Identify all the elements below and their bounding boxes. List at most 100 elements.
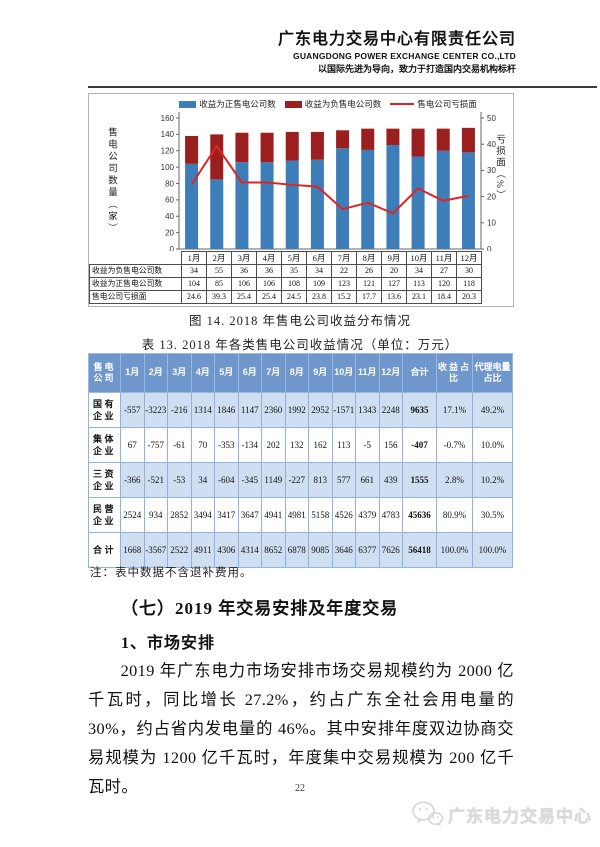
bar-positive-2月: [210, 179, 224, 249]
table-cell: 34: [190, 462, 215, 498]
table-row: 合计 1668 -3567 2522 4911 4306 4314 8652 6878 9085 3…: [88, 532, 513, 568]
footer-brand-label: 广东电力交易中心: [448, 806, 592, 826]
company-slogan: 以国际先进为导向，致力于打造国内交易机构标杆: [317, 64, 516, 75]
mini-table-cell: 121: [356, 277, 382, 291]
company-name-cn: 广东电力交易中心有限责任公司: [277, 31, 516, 48]
mini-table-cell: 106: [231, 277, 257, 291]
table-note: 注：表中数据不含退补费用。: [90, 567, 253, 579]
legend-label-positive: 收益为正售电公司数: [199, 99, 276, 109]
mini-table-month: 2月: [206, 251, 232, 265]
table-header-cell: 11月: [355, 353, 380, 393]
mini-table-cell: 36: [256, 264, 282, 278]
bar-negative-6月: [310, 131, 324, 160]
footer-brand: 广东电力交易中心: [411, 800, 592, 828]
table-header-cell: 1月: [120, 353, 145, 393]
mini-table-month: 9月: [381, 251, 407, 265]
table-cell: 2952: [308, 392, 333, 428]
mini-table-cell: 23.1: [406, 290, 432, 304]
table-cell: 7626: [378, 532, 403, 568]
table-cell: 6377: [355, 532, 380, 568]
table-cell: -5: [355, 427, 380, 463]
table-cell: 4941: [261, 497, 286, 533]
table-cell: 56418: [402, 532, 437, 568]
mini-table-month: 5月: [281, 251, 307, 265]
mini-table-cell: 24.6: [181, 290, 207, 304]
table-cell: -0.7%: [436, 427, 473, 463]
table-cell: -134: [237, 427, 262, 463]
table-cell: 2360: [261, 392, 286, 428]
table-cell: -345: [237, 462, 262, 498]
right-axis-tick: 20: [487, 192, 496, 201]
table-row: 国有企业 -557 -3223 -216 1314 1846 1147 2360 1992 295…: [88, 392, 513, 428]
loss-rate-line: [190, 144, 469, 215]
mini-table-cell: 22: [331, 264, 357, 278]
right-axis-tick: 40: [487, 140, 496, 149]
mini-table-cell: 104: [181, 277, 207, 291]
mini-table-cell: 123: [331, 277, 357, 291]
table-cell: 1846: [214, 392, 239, 428]
chart-legend: 收益为正售电公司数 收益为负售电公司数 售电公司亏损面: [151, 98, 505, 110]
mini-table-cell: 13.6: [381, 290, 407, 304]
table-cell: 4314: [237, 532, 262, 568]
header-divider: [88, 86, 597, 88]
figure-caption: 图 14. 2018 年售电公司收益分布情况: [188, 314, 411, 328]
table-cell: 49.2%: [472, 392, 513, 428]
right-axis-title: 亏损面（%）: [494, 134, 504, 202]
bar-negative-11月: [436, 128, 450, 151]
table-cell: 30.5%: [472, 497, 513, 533]
table-row-label: 国有企业: [88, 392, 121, 428]
subsection-heading: 1、市场安排: [121, 635, 216, 652]
table-cell: 10.2%: [472, 462, 513, 498]
wechat-icon: [412, 801, 443, 827]
bar-positive-6月: [310, 159, 324, 249]
table-cell: 577: [331, 462, 356, 498]
table-cell: 113: [331, 427, 356, 463]
table-header-cell: 合计: [402, 353, 437, 393]
table-row: 集体企业 67 -757 -61 70 -353 -134 202 132 162 113 -5 156…: [88, 427, 513, 463]
bar-negative-10月: [411, 128, 425, 157]
table-header-cell: 9月: [308, 353, 333, 393]
table-cell: 2524: [120, 497, 145, 533]
revenue-distribution-chart: 收益为正售电公司数 收益为负售电公司数 售电公司亏损面 售电公司数量（家） 亏损…: [88, 93, 514, 307]
left-axis-tick: 20: [165, 228, 174, 237]
left-axis-tick: 40: [165, 212, 174, 221]
table-cell: 8652: [261, 532, 286, 568]
legend-item-lossline: 售电公司亏损面: [390, 98, 477, 110]
mini-table-month: 6月: [306, 251, 332, 265]
table-cell: -521: [143, 462, 168, 498]
mini-table-row: 收益为负售电公司数 34 55 36 36 35 34 22 26 20 34 27 30: [89, 264, 482, 278]
mini-table-month: 4月: [256, 251, 282, 265]
mini-table-cell: 120: [431, 277, 457, 291]
bar-negative-4月: [260, 132, 274, 163]
mini-table-header-row: 1月 2月 3月 4月 5月 6月 7月 8月 9月 10月 11月 12月: [90, 251, 482, 265]
mini-table-cell: 15.2: [331, 290, 357, 304]
left-axis-tick: 140: [161, 130, 175, 139]
table-cell: 80.9%: [436, 497, 473, 533]
mini-table-cell: 39.3: [206, 290, 232, 304]
mini-table-cell: 108: [281, 277, 307, 291]
table-cell: 9635: [402, 392, 437, 428]
bar-positive-7月: [336, 148, 350, 249]
bar-negative-8月: [361, 128, 375, 150]
mini-table-cell: 23.8: [306, 290, 332, 304]
legend-label-negative: 收益为负售电公司数: [304, 99, 382, 109]
table-cell: -604: [214, 462, 239, 498]
chart-data-table: 1月 2月 3月 4月 5月 6月 7月 8月 9月 10月 11月 12月 收益为负售电公司数 34 55…: [89, 251, 482, 304]
table-cell: -757: [143, 427, 168, 463]
right-axis-tick: 30: [487, 166, 496, 175]
left-axis-tick: 80: [165, 179, 174, 188]
company-type-revenue-table: 售电公司 1月 2月 3月 4月 5月 6月 7月 8月 9月 10月 11月 12月 合计 收益占比 代理电…: [88, 353, 513, 568]
mini-table-row-label: 售电公司亏损面: [89, 290, 182, 304]
mini-table-cell: 34: [306, 264, 332, 278]
legend-label-lossline: 售电公司亏损面: [417, 99, 477, 109]
bar-negative-5月: [285, 131, 299, 161]
bar-negative-12月: [461, 127, 475, 153]
mini-table-row-label: 收益为正售电公司数: [89, 277, 182, 291]
table-cell: -557: [120, 392, 145, 428]
company-name-en: GUANGDONG POWER EXCHANGE CENTER CO.,LTD: [293, 51, 516, 62]
table-cell: 4379: [355, 497, 380, 533]
table-cell: -407: [402, 427, 437, 463]
chart-plot-area: 0 20 40 60 80 100 120 140 160 0 10 20 30 40 50: [161, 112, 496, 251]
bar-positive-12月: [461, 152, 475, 249]
